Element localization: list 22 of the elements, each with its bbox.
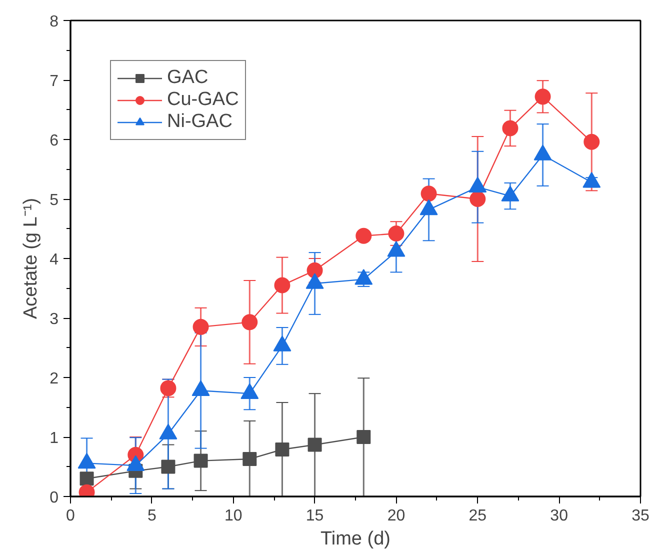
x-tick-label: 15 bbox=[306, 508, 324, 524]
legend-label: Ni-GAC bbox=[167, 111, 232, 133]
x-tick-label: 25 bbox=[468, 508, 487, 524]
y-tick-label: 1 bbox=[50, 430, 59, 447]
x-tick-label: 30 bbox=[550, 508, 568, 524]
x-tick-label: 5 bbox=[147, 508, 156, 524]
y-tick-label: 8 bbox=[50, 14, 59, 30]
legend-label: GAC bbox=[167, 67, 208, 89]
y-tick-label: 3 bbox=[50, 311, 59, 328]
y-tick-label: 2 bbox=[50, 370, 59, 388]
y-tick-label: 7 bbox=[50, 73, 59, 90]
y-tick-label: 4 bbox=[50, 252, 59, 268]
x-tick-label: 35 bbox=[632, 508, 650, 524]
x-axis-title: Time (d) bbox=[320, 528, 391, 550]
y-axis-title: Acetate (g L⁻¹) bbox=[20, 198, 42, 320]
y-tick-label: 0 bbox=[50, 490, 59, 506]
y-tick-label: 6 bbox=[50, 132, 59, 150]
x-tick-label: 20 bbox=[387, 508, 406, 524]
x-tick-label: 0 bbox=[66, 508, 76, 524]
y-tick-label: 5 bbox=[50, 192, 59, 209]
x-tick-label: 10 bbox=[224, 508, 242, 524]
legend-label: Cu-GAC bbox=[167, 89, 239, 111]
